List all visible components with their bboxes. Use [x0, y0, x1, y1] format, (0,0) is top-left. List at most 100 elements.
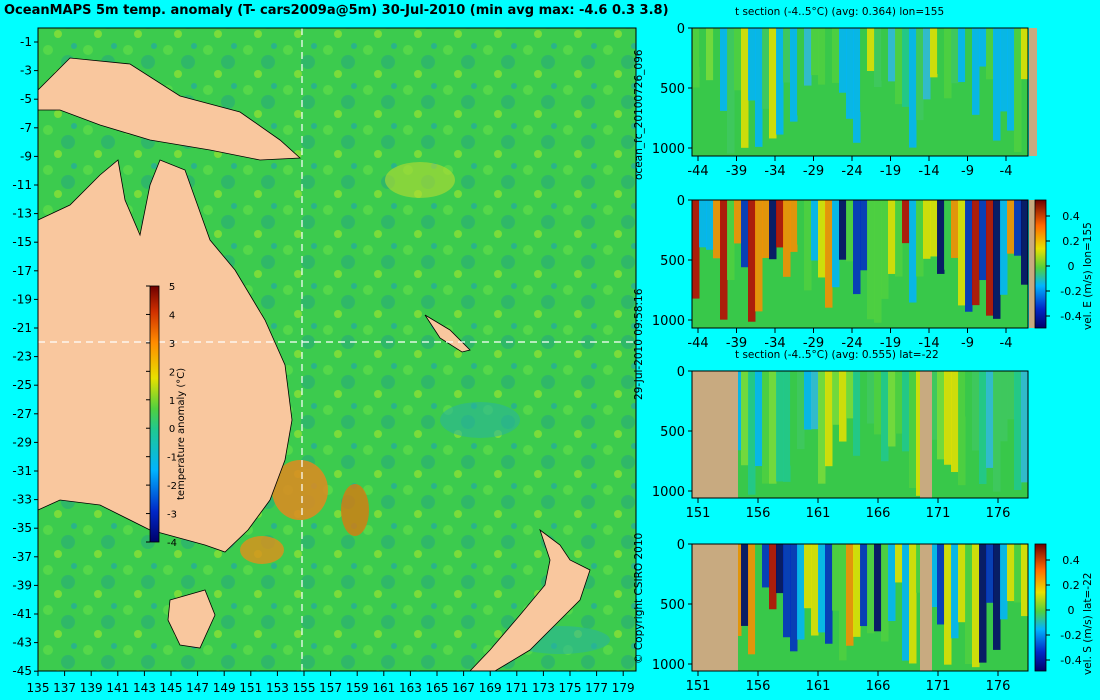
section-cell: [727, 28, 735, 154]
section-panel-2: 0 500 1000-44 -39 -34 -29 -24 -19 -14 -9 -4 0.4 0.2 0…: [652, 194, 1082, 351]
x-tick-label: -19: [880, 164, 901, 179]
section-cell: [916, 371, 924, 496]
x-tick-label: -44: [687, 164, 708, 179]
colorbar-tick-label: 1: [169, 396, 175, 407]
section-cell: [790, 200, 798, 252]
lat-tick-label: -7: [20, 121, 32, 135]
section-cell: [818, 28, 826, 85]
lat-tick-label: -37: [12, 550, 32, 564]
lon-tick-label: 157: [319, 681, 342, 695]
section-cell: [783, 371, 791, 482]
warm-eddy: [341, 484, 369, 536]
section-cell: [783, 28, 791, 83]
section-cell: [916, 544, 924, 593]
x-tick-label: -29: [803, 336, 824, 351]
lon-tick-label: 161: [372, 681, 395, 695]
velocity-colorbar: [1034, 199, 1047, 329]
lat-tick-label: -1: [20, 35, 32, 49]
section-cell: [1007, 200, 1015, 254]
section-cell: [902, 544, 910, 661]
x-tick-label: -4: [1000, 336, 1013, 351]
section-cell: [741, 200, 749, 268]
lat-tick-label: -45: [12, 664, 32, 678]
section-cell: [874, 200, 882, 323]
section-cell: [881, 544, 889, 642]
section-cell: [1000, 544, 1008, 620]
section-cell: [1014, 28, 1022, 153]
x-tick-label: 156: [746, 679, 771, 694]
section-cell: [916, 28, 924, 121]
lat-tick-label: -39: [12, 578, 32, 592]
lon-tick-label: 135: [27, 681, 50, 695]
lon-tick-label: 137: [53, 681, 76, 695]
x-tick-label: -34: [764, 164, 785, 179]
depth-tick-label: 500: [660, 82, 685, 97]
lat-tick-label: -31: [12, 464, 32, 478]
section-cell: [1007, 544, 1015, 602]
depth-tick-label: 0: [677, 194, 685, 209]
section-cell: [979, 371, 987, 485]
velocity-colorbar: [1034, 543, 1047, 672]
section-cell: [825, 28, 833, 152]
section-cell: [755, 28, 763, 147]
section-cell: [979, 200, 987, 281]
lon-tick-label: 145: [160, 681, 183, 695]
panel3-title: t section (-4..5°C) (avg: 0.555) lat=-22: [735, 349, 939, 361]
section-cell: [923, 28, 931, 100]
section-cell: [804, 544, 812, 609]
section-cell: [881, 371, 889, 462]
lat-tick-label: -23: [12, 350, 32, 364]
lat-tick-label: -25: [12, 378, 32, 392]
section-cell: [909, 371, 917, 489]
section-cell: [979, 28, 987, 67]
section-cell: [720, 200, 728, 320]
section-cell: [937, 200, 945, 274]
section-cell: [839, 28, 847, 93]
section-cell: [895, 200, 903, 277]
section-cell: [1014, 544, 1022, 603]
depth-tick-label: 0: [677, 538, 685, 553]
section-cell: [1000, 200, 1008, 295]
depth-tick-label: 500: [660, 425, 685, 440]
australia-land: [37, 159, 293, 553]
section-cell: [748, 371, 756, 495]
x-tick-label: 176: [986, 506, 1011, 521]
section-cell: [748, 200, 756, 322]
section-cell: [734, 200, 742, 244]
x-tick-label: -4: [1000, 164, 1013, 179]
warm-eddy: [272, 460, 328, 520]
section-cell: [783, 544, 791, 638]
section-cell: [713, 200, 721, 259]
main-map: -1-3-5-7-9-11-13-15-17-19-21-23-25-27-29…: [12, 27, 637, 695]
new-caledonia-land: [424, 314, 471, 353]
colorbar-tick-label: -1: [167, 453, 177, 464]
section-cell: [825, 371, 833, 467]
section-cell: [895, 371, 903, 434]
x-tick-label: 166: [866, 679, 891, 694]
section-cell: [832, 200, 840, 288]
section-cell: [874, 544, 882, 632]
colorbar-tick-label: 0: [1068, 604, 1075, 617]
depth-tick-label: 500: [660, 254, 685, 269]
section-cell: [867, 544, 875, 634]
section-cell: [811, 28, 819, 76]
panel1-title: t section (-4..5°C) (avg: 0.364) lon=155: [735, 6, 945, 18]
section-cell: [867, 371, 875, 424]
section-cell: [951, 200, 959, 258]
section-cell: [741, 371, 749, 466]
section-cell: [818, 371, 826, 484]
section-cell: [727, 200, 735, 280]
section-cell: [1021, 200, 1029, 285]
section-cell: [825, 544, 833, 644]
section-cell: [762, 200, 770, 258]
section-cell: [1007, 28, 1015, 131]
section-cell: [874, 371, 882, 435]
lon-tick-label: 147: [186, 681, 209, 695]
section-cell: [706, 28, 714, 81]
x-tick-label: 171: [926, 679, 951, 694]
section-cell: [1021, 371, 1029, 483]
section-cell: [979, 544, 987, 663]
section-cell: [1021, 28, 1029, 80]
